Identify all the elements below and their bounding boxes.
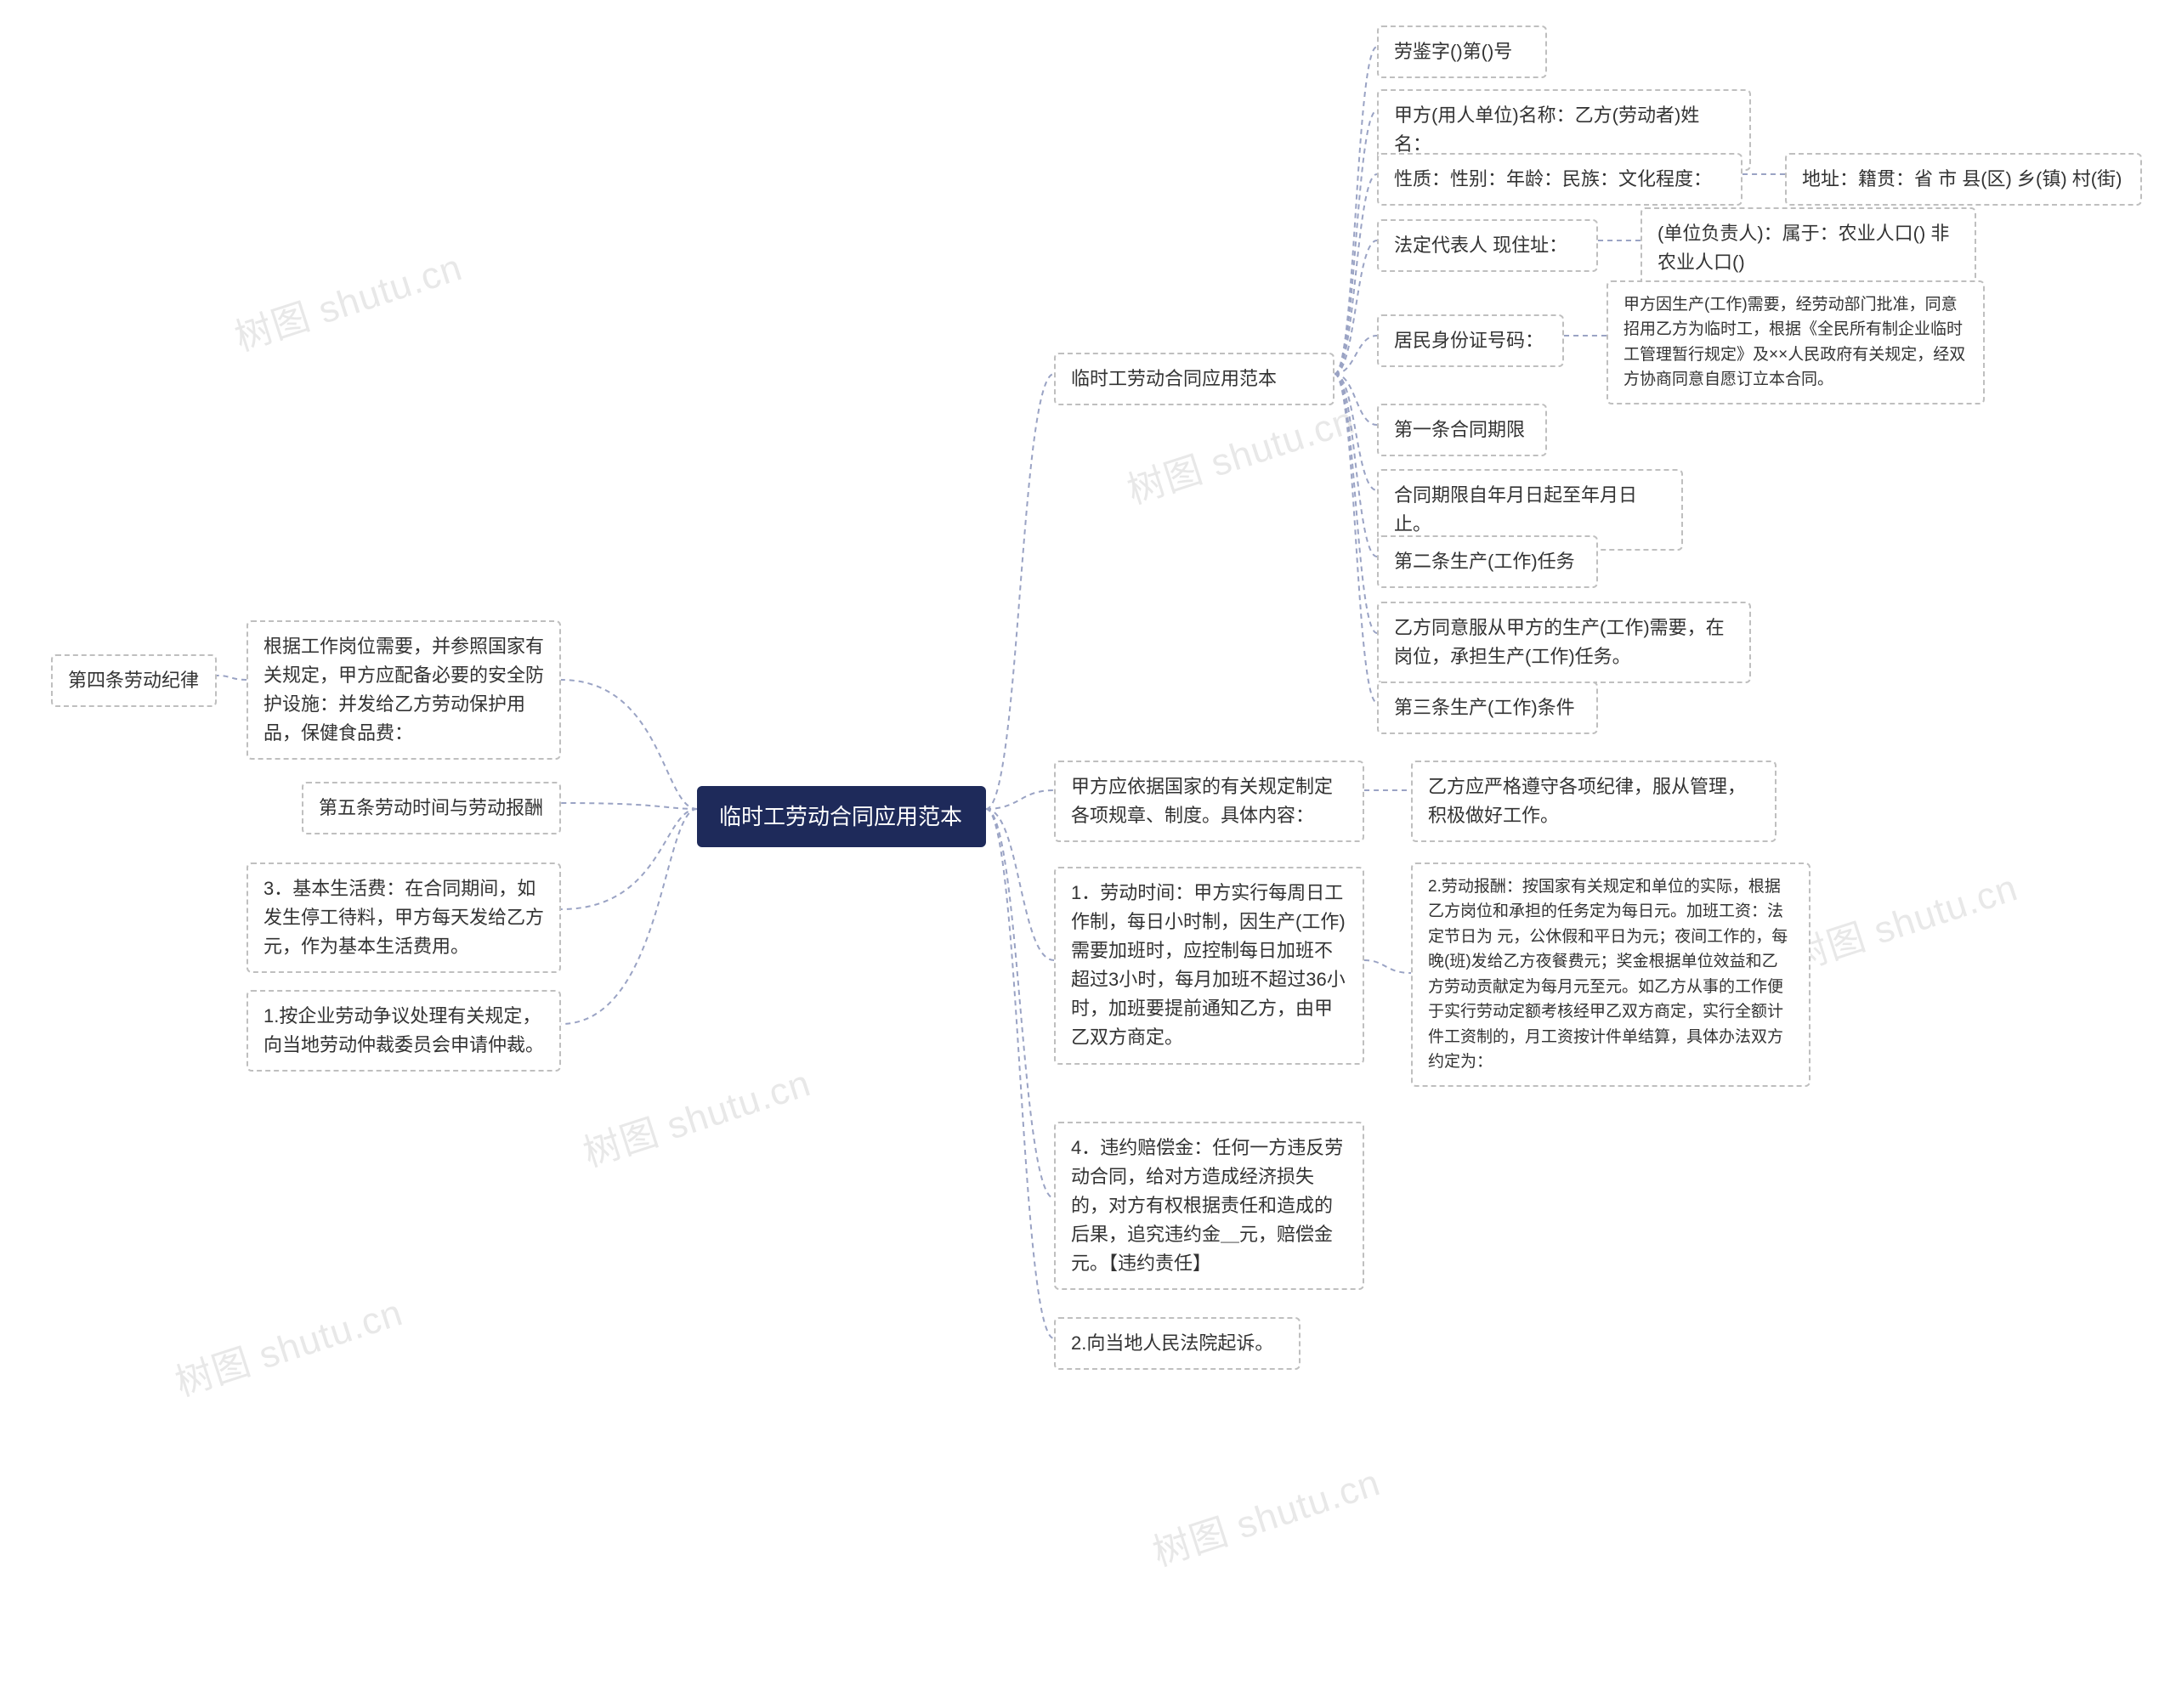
watermark: 树图 shutu.cn [227, 237, 468, 362]
node-s1-10: 第三条生产(工作)条件 [1377, 682, 1598, 734]
watermark: 树图 shutu.cn [1145, 1452, 1386, 1577]
branch-l2: 第五条劳动时间与劳动报酬 [302, 782, 561, 834]
branch-section4: 4．违约赔偿金：任何一方违反劳动合同，给对方造成经济损失的，对方有权根据责任和造… [1054, 1122, 1364, 1290]
branch-l1: 根据工作岗位需要，并参照国家有关规定，甲方应配备必要的安全防护设施：并发给乙方劳… [246, 620, 561, 760]
node-s1-8: 第二条生产(工作)任务 [1377, 535, 1598, 588]
watermark: 树图 shutu.cn [167, 1282, 409, 1407]
branch-l4: 1.按企业劳动争议处理有关规定，向当地劳动仲裁委员会申请仲裁。 [246, 990, 561, 1072]
branch-section5: 2.向当地人民法院起诉。 [1054, 1317, 1300, 1370]
node-s1-5-1: 甲方因生产(工作)需要，经劳动部门批准，同意招用乙方为临时工，根据《全民所有制企… [1606, 280, 1985, 404]
watermark: 树图 shutu.cn [575, 1053, 817, 1178]
node-s2-1: 乙方应严格遵守各项纪律，服从管理，积极做好工作。 [1411, 761, 1776, 842]
branch-l3: 3．基本生活费：在合同期间，如发生停工待料，甲方每天发给乙方元，作为基本生活费用… [246, 862, 561, 973]
center-node: 临时工劳动合同应用范本 [697, 786, 986, 847]
node-l1-1: 第四条劳动纪律 [51, 654, 217, 707]
node-s1-4: 法定代表人 现住址： [1377, 219, 1598, 272]
node-s1-4-1: (单位负责人)：属于：农业人口() 非农业人口() [1640, 207, 1976, 289]
watermark: 树图 shutu.cn [1119, 390, 1361, 515]
node-s1-3-1: 地址：籍贯：省 市 县(区) 乡(镇) 村(街) [1785, 153, 2142, 206]
branch-section3: 1．劳动时间：甲方实行每周日工作制，每日小时制，因生产(工作)需要加班时，应控制… [1054, 867, 1364, 1065]
node-s1-5: 居民身份证号码： [1377, 314, 1564, 367]
branch-section1: 临时工劳动合同应用范本 [1054, 353, 1334, 405]
node-s1-6: 第一条合同期限 [1377, 404, 1547, 456]
watermark: 树图 shutu.cn [1782, 857, 2024, 982]
node-s3-1: 2.劳动报酬：按国家有关规定和单位的实际，根据乙方岗位和承担的任务定为每日元。加… [1411, 862, 1810, 1087]
branch-section2: 甲方应依据国家的有关规定制定各项规章、制度。具体内容： [1054, 761, 1364, 842]
node-s1-1: 劳鉴字()第()号 [1377, 25, 1547, 78]
node-s1-3: 性质：性别：年龄：民族：文化程度： [1377, 153, 1742, 206]
node-s1-9: 乙方同意服从甲方的生产(工作)需要，在岗位，承担生产(工作)任务。 [1377, 602, 1751, 683]
